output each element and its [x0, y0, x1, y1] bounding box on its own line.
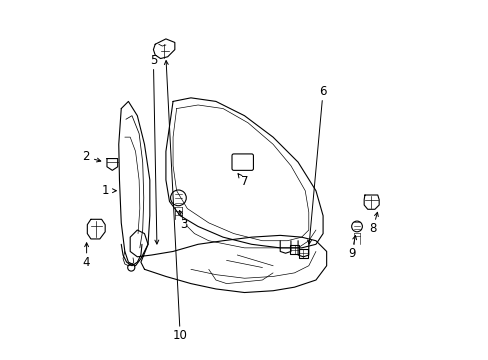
- Text: 7: 7: [240, 175, 248, 188]
- Text: 6: 6: [319, 85, 326, 98]
- Bar: [290, 246, 298, 254]
- Text: 10: 10: [172, 329, 187, 342]
- Text: 2: 2: [81, 150, 89, 163]
- Text: 1: 1: [102, 184, 109, 197]
- Text: 9: 9: [347, 247, 355, 260]
- Text: 4: 4: [82, 256, 90, 269]
- Text: 8: 8: [368, 222, 376, 235]
- Text: 3: 3: [180, 218, 187, 231]
- Bar: [299, 249, 307, 257]
- Text: 5: 5: [149, 54, 157, 67]
